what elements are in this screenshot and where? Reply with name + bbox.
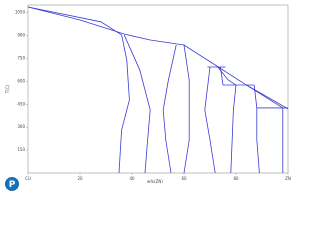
x-tick-label: ZN	[285, 176, 291, 181]
y-tick-label: 900	[17, 33, 25, 38]
y-tick-label: 750	[17, 55, 25, 60]
phase-boundary	[246, 84, 284, 109]
phase-boundary	[123, 34, 151, 174]
phase-boundary	[220, 66, 224, 86]
phase-boundary	[27, 6, 289, 110]
phase-boundary	[253, 84, 260, 174]
chart: w%(ZN) T(C) P CU 20 40 60 80 ZN 150 300 450 600 75…	[5, 4, 291, 191]
y-axis-label: T(C)	[5, 84, 10, 94]
y-tick-label: 300	[17, 124, 25, 129]
y-tick-label: 1050	[15, 10, 26, 15]
x-tick-label: 80	[233, 176, 239, 181]
phase-boundary	[27, 6, 122, 36]
phase-boundary	[183, 44, 190, 174]
y-tick-label: 150	[17, 147, 25, 152]
phase-boundary	[204, 66, 216, 174]
y-tick-label: 450	[17, 101, 25, 106]
x-tick-label: CU	[25, 176, 31, 181]
phase-boundary	[118, 34, 130, 174]
x-tick-label: 40	[129, 176, 135, 181]
plot-frame	[27, 4, 289, 174]
phase-boundary	[162, 44, 177, 174]
x-axis-label: w%(ZN)	[147, 179, 163, 184]
logo-text: P	[9, 180, 16, 190]
y-tick-label: 600	[17, 78, 25, 83]
logo	[5, 177, 19, 191]
phase-boundary	[230, 84, 237, 174]
x-tick-label: 60	[181, 176, 187, 181]
x-tick-label: 20	[77, 176, 83, 181]
